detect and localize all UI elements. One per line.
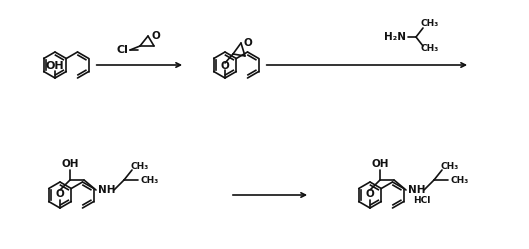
Text: NH: NH (408, 185, 426, 195)
Text: CH₃: CH₃ (131, 162, 149, 171)
Text: O: O (56, 189, 65, 199)
Text: CH₃: CH₃ (441, 162, 459, 171)
Text: CH₃: CH₃ (141, 176, 159, 185)
Text: CH₃: CH₃ (451, 176, 469, 185)
Text: O: O (152, 31, 160, 41)
Text: OH: OH (61, 159, 79, 169)
Text: O: O (244, 38, 252, 48)
Text: O: O (366, 189, 375, 199)
Text: HCl: HCl (413, 195, 431, 204)
Text: Cl: Cl (116, 45, 128, 55)
Text: OH: OH (45, 61, 65, 71)
Text: OH: OH (371, 159, 389, 169)
Text: NH: NH (98, 185, 116, 195)
Text: O: O (221, 61, 230, 71)
Text: CH₃: CH₃ (421, 18, 439, 27)
Text: H₂N: H₂N (384, 32, 406, 42)
Text: CH₃: CH₃ (421, 44, 439, 53)
